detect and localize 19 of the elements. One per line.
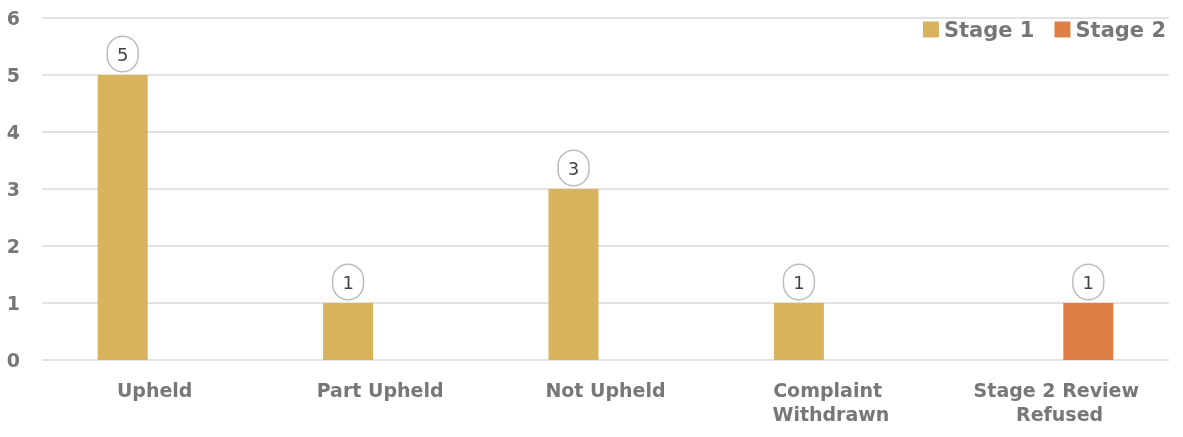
x-tick-label: Stage 2 Review Refused bbox=[973, 379, 1139, 425]
data-label: 1 bbox=[793, 271, 805, 293]
y-tick-label: 5 bbox=[6, 64, 20, 86]
x-tick-label: Not Upheld bbox=[545, 379, 666, 401]
data-label: 1 bbox=[342, 271, 354, 293]
y-tick-label: 2 bbox=[6, 235, 20, 257]
x-tick-label: Upheld bbox=[116, 379, 193, 401]
legend-label: Stage 2 bbox=[1075, 17, 1167, 42]
data-label: 3 bbox=[567, 157, 580, 179]
data-label: 1 bbox=[1082, 271, 1095, 293]
y-tick-label: 3 bbox=[6, 178, 20, 200]
y-tick-label: 0 bbox=[6, 349, 20, 371]
legend-label: Stage 1 bbox=[943, 17, 1035, 42]
y-tick-label: 1 bbox=[6, 292, 20, 314]
x-tick-label: Complaint Withdrawn bbox=[772, 379, 890, 425]
data-label: 5 bbox=[116, 43, 129, 65]
y-tick-label: 4 bbox=[6, 121, 20, 143]
x-tick-label: Part Upheld bbox=[316, 379, 444, 401]
y-tick-label: 6 bbox=[6, 7, 20, 29]
